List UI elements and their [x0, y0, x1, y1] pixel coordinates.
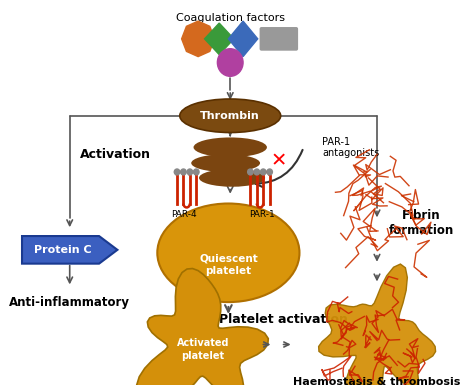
Text: ✕: ✕ — [271, 152, 287, 171]
Ellipse shape — [157, 203, 300, 302]
Text: Anti-inflammatory: Anti-inflammatory — [9, 296, 130, 308]
Text: Activation: Activation — [80, 148, 151, 161]
Ellipse shape — [191, 154, 260, 172]
Text: PAR-1: PAR-1 — [249, 210, 275, 219]
Ellipse shape — [180, 99, 281, 133]
Text: Protein C: Protein C — [34, 245, 91, 255]
Circle shape — [174, 169, 180, 175]
Text: Platelet activation: Platelet activation — [219, 314, 348, 326]
Text: Haemostasis & thrombosis: Haemostasis & thrombosis — [293, 377, 461, 387]
Ellipse shape — [193, 137, 267, 157]
Circle shape — [193, 169, 199, 175]
Text: Activated
platelet: Activated platelet — [176, 338, 229, 361]
Circle shape — [254, 169, 260, 175]
Polygon shape — [319, 264, 436, 389]
Ellipse shape — [199, 169, 265, 187]
FancyBboxPatch shape — [260, 27, 298, 51]
Polygon shape — [137, 268, 268, 389]
Polygon shape — [22, 236, 118, 264]
Circle shape — [187, 169, 192, 175]
Text: Thrombin: Thrombin — [201, 111, 260, 121]
Text: Fibrin
formation: Fibrin formation — [388, 209, 454, 237]
Text: Quiescent
platelet: Quiescent platelet — [199, 253, 258, 276]
Circle shape — [267, 169, 273, 175]
Circle shape — [261, 169, 266, 175]
Polygon shape — [228, 21, 258, 57]
Circle shape — [181, 169, 186, 175]
Text: Coagulation factors: Coagulation factors — [176, 13, 285, 23]
Text: PAR-1
antagonists: PAR-1 antagonists — [322, 137, 379, 158]
Polygon shape — [205, 23, 234, 54]
Circle shape — [247, 169, 253, 175]
Circle shape — [218, 49, 243, 76]
Text: PAR-4: PAR-4 — [172, 210, 197, 219]
